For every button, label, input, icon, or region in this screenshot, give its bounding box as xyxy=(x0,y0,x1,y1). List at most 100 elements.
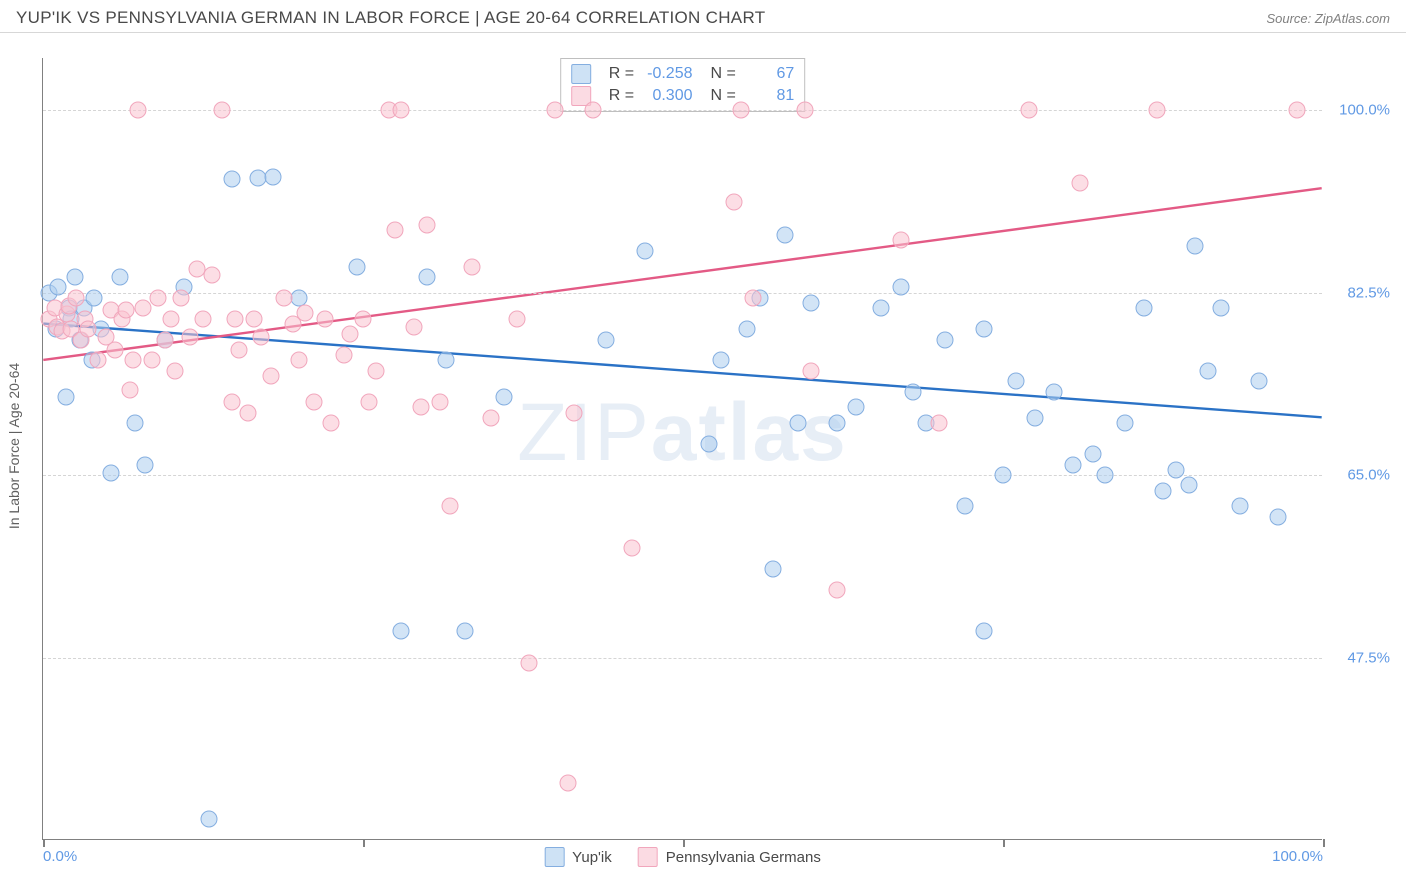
scatter-point xyxy=(1155,482,1172,499)
scatter-point xyxy=(50,279,67,296)
scatter-point xyxy=(166,362,183,379)
stats-row: R = 0.300N = 81 xyxy=(571,85,795,107)
scatter-point xyxy=(195,310,212,327)
y-tick-label: 82.5% xyxy=(1330,284,1390,301)
chart-title: YUP'IK VS PENNSYLVANIA GERMAN IN LABOR F… xyxy=(16,8,765,28)
scatter-point xyxy=(150,289,167,306)
legend-swatch xyxy=(544,847,564,867)
scatter-point xyxy=(137,456,154,473)
scatter-point xyxy=(931,414,948,431)
scatter-point xyxy=(79,321,96,338)
x-tick xyxy=(43,839,45,847)
watermark-bold: atlas xyxy=(651,387,848,478)
scatter-point xyxy=(1046,383,1063,400)
scatter-point xyxy=(323,414,340,431)
scatter-point xyxy=(182,329,199,346)
scatter-point xyxy=(937,331,954,348)
scatter-point xyxy=(90,352,107,369)
scatter-point xyxy=(598,331,615,348)
x-tick xyxy=(683,839,685,847)
scatter-point xyxy=(1116,414,1133,431)
scatter-point xyxy=(726,193,743,210)
scatter-point xyxy=(700,435,717,452)
scatter-point xyxy=(1071,175,1088,192)
scatter-point xyxy=(143,352,160,369)
scatter-point xyxy=(224,394,241,411)
scatter-point xyxy=(559,774,576,791)
scatter-point xyxy=(1167,461,1184,478)
scatter-point xyxy=(1251,373,1268,390)
scatter-point xyxy=(156,331,173,348)
scatter-point xyxy=(457,623,474,640)
scatter-point xyxy=(892,279,909,296)
scatter-point xyxy=(873,300,890,317)
scatter-point xyxy=(1135,300,1152,317)
scatter-point xyxy=(58,388,75,405)
scatter-point xyxy=(203,266,220,283)
scatter-point xyxy=(1212,300,1229,317)
scatter-point xyxy=(227,310,244,327)
scatter-point xyxy=(1180,477,1197,494)
scatter-point xyxy=(239,404,256,421)
chart-header: YUP'IK VS PENNSYLVANIA GERMAN IN LABOR F… xyxy=(0,0,1406,33)
source-attribution: Source: ZipAtlas.com xyxy=(1266,11,1390,26)
scatter-point xyxy=(713,352,730,369)
scatter-point xyxy=(118,302,135,319)
scatter-point xyxy=(102,464,119,481)
x-tick xyxy=(1003,839,1005,847)
scatter-point xyxy=(406,319,423,336)
scatter-point xyxy=(246,310,263,327)
y-axis-title: In Labor Force | Age 20-64 xyxy=(6,363,22,529)
scatter-point xyxy=(265,168,282,185)
scatter-point xyxy=(1148,102,1165,119)
gridline-h xyxy=(43,293,1322,294)
scatter-point xyxy=(438,352,455,369)
scatter-point xyxy=(847,399,864,416)
x-tick xyxy=(363,839,365,847)
scatter-point xyxy=(134,300,151,317)
legend-label: Yup'ik xyxy=(572,849,612,866)
gridline-h xyxy=(43,658,1322,659)
scatter-point xyxy=(111,268,128,285)
scatter-point xyxy=(393,623,410,640)
scatter-point xyxy=(1199,362,1216,379)
gridline-h xyxy=(43,475,1322,476)
scatter-point xyxy=(777,227,794,244)
scatter-point xyxy=(739,321,756,338)
stats-r: R = -0.258 xyxy=(609,63,693,85)
scatter-point xyxy=(442,498,459,515)
stats-n: N = 81 xyxy=(711,85,795,107)
scatter-point xyxy=(124,352,141,369)
scatter-point xyxy=(393,102,410,119)
scatter-point xyxy=(1065,456,1082,473)
scatter-point xyxy=(585,102,602,119)
scatter-point xyxy=(173,289,190,306)
scatter-point xyxy=(1270,508,1287,525)
legend-item: Pennsylvania Germans xyxy=(638,847,821,867)
scatter-point xyxy=(1097,467,1114,484)
scatter-point xyxy=(745,289,762,306)
y-tick-label: 100.0% xyxy=(1330,102,1390,119)
scatter-point xyxy=(214,102,231,119)
scatter-point xyxy=(892,232,909,249)
stats-n: N = 67 xyxy=(711,63,795,85)
scatter-point xyxy=(67,268,84,285)
scatter-point xyxy=(230,341,247,358)
scatter-point xyxy=(975,321,992,338)
y-tick-label: 65.0% xyxy=(1330,467,1390,484)
watermark: ZIPatlas xyxy=(517,386,847,480)
regression-line xyxy=(43,188,1321,360)
scatter-point xyxy=(995,467,1012,484)
x-tick-label: 100.0% xyxy=(1272,848,1323,865)
stats-row: R = -0.258 N = 67 xyxy=(571,63,795,85)
scatter-point xyxy=(86,289,103,306)
scatter-point xyxy=(796,102,813,119)
scatter-point xyxy=(828,581,845,598)
scatter-point xyxy=(335,347,352,364)
scatter-point xyxy=(431,394,448,411)
scatter-point xyxy=(636,242,653,259)
scatter-point xyxy=(803,362,820,379)
scatter-point xyxy=(291,289,308,306)
scatter-point xyxy=(1231,498,1248,515)
scatter-point xyxy=(106,341,123,358)
